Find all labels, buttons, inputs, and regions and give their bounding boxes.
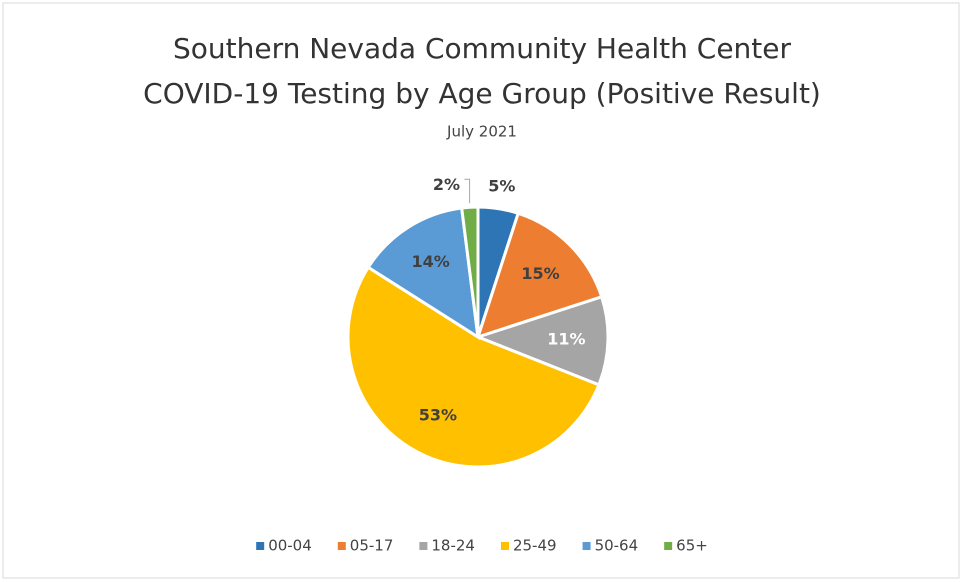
legend-swatch xyxy=(337,542,346,550)
pie-slice xyxy=(366,206,480,340)
pie-slice xyxy=(346,265,601,469)
legend-label: 65+ xyxy=(676,537,708,555)
pie-slice xyxy=(460,205,480,338)
pie-slice xyxy=(473,294,610,387)
legend-label: 18-24 xyxy=(431,537,475,555)
legend-swatch xyxy=(419,542,428,550)
chart-subtitle: July 2021 xyxy=(446,123,517,141)
legend-label: 50-64 xyxy=(595,537,639,555)
data-label: 11% xyxy=(547,329,585,348)
leader-line xyxy=(464,178,471,204)
legend-swatch xyxy=(256,542,265,550)
chart-title: Southern Nevada Community Health Center xyxy=(173,32,792,65)
data-label: 15% xyxy=(521,264,559,283)
chart-title: COVID-19 Testing by Age Group (Positive … xyxy=(143,77,821,110)
legend-swatch xyxy=(582,542,591,550)
legend-label: 00-04 xyxy=(268,537,312,555)
legend-label: 25-49 xyxy=(513,537,557,555)
data-label: 5% xyxy=(488,176,515,195)
legend-swatch xyxy=(664,542,673,550)
legend-swatch xyxy=(500,542,509,550)
data-label: 53% xyxy=(419,405,457,424)
legend-label: 05-17 xyxy=(350,537,394,555)
data-label: 2% xyxy=(433,175,460,194)
data-label: 14% xyxy=(411,252,449,271)
